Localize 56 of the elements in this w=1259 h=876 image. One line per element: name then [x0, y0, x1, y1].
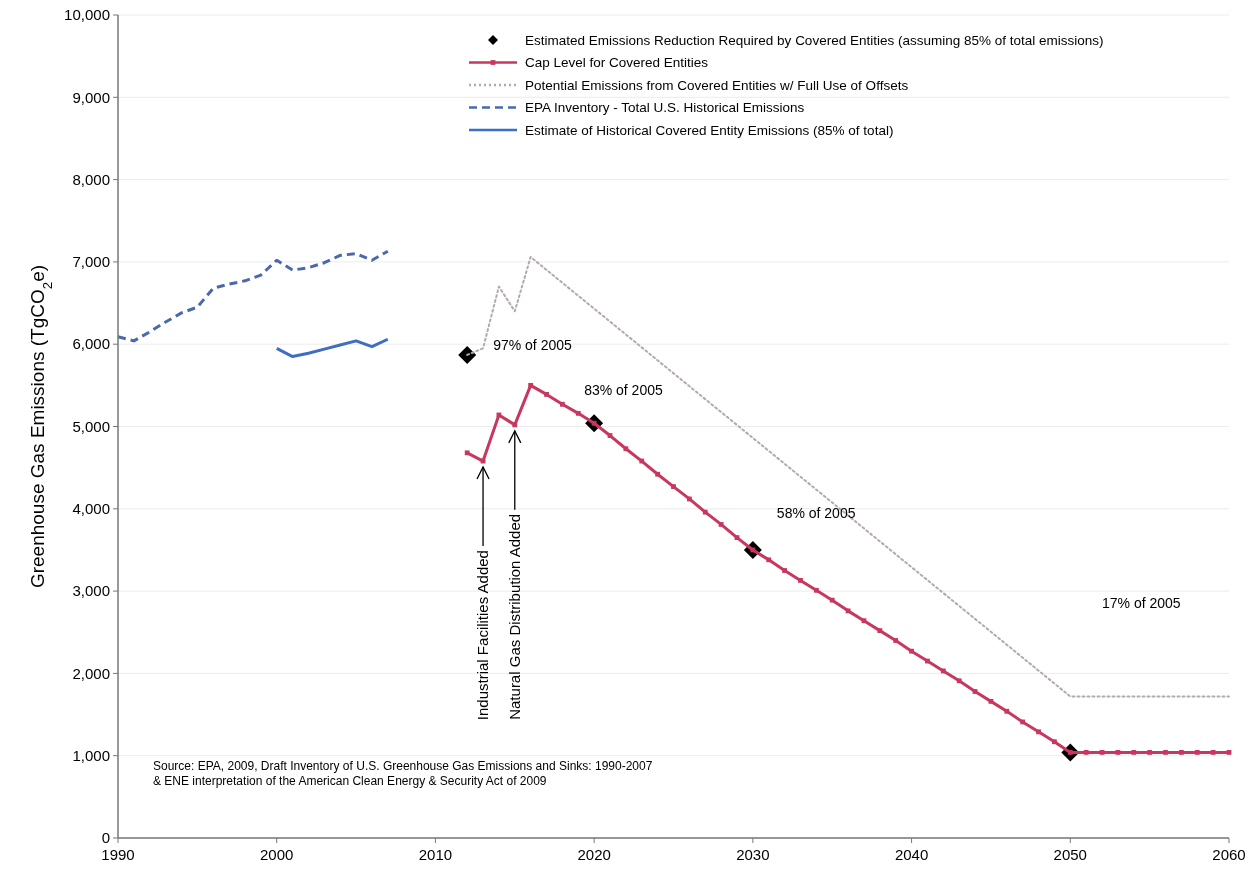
annotation: 17% of 2005 — [1102, 594, 1181, 611]
y-tick-label: 4,000 — [72, 500, 110, 518]
point — [893, 638, 899, 643]
x-tick-label: 1990 — [101, 846, 135, 863]
y-tick-label: 8,000 — [72, 170, 110, 188]
point — [782, 568, 787, 573]
point — [1052, 739, 1057, 745]
y-tick-label: 5,000 — [72, 417, 110, 435]
y-tick-label: 9,000 — [72, 88, 110, 106]
point — [623, 446, 629, 452]
y-tick-label: 10,000 — [64, 6, 110, 24]
point — [512, 422, 518, 428]
x-tick-label: 2020 — [577, 846, 611, 863]
annotation: Natural Gas Distribution Added — [505, 513, 523, 720]
point — [464, 450, 470, 456]
legend-label: Estimate of Historical Covered Entity Emissions (85% of total) — [525, 122, 894, 138]
annotation: 83% of 2005 — [584, 382, 663, 399]
point — [1036, 729, 1041, 735]
point — [829, 597, 835, 603]
point — [560, 401, 565, 407]
point — [528, 382, 534, 388]
annotation: 97% of 2005 — [493, 336, 573, 353]
x-tick-label: 2040 — [894, 846, 929, 863]
line-series — [275, 337, 390, 359]
x-tick-label: 2060 — [1212, 846, 1246, 863]
x-tick-label: 2030 — [736, 846, 770, 863]
y-tick-label: 0 — [101, 829, 110, 847]
legend-label: Cap Level for Covered Entities — [525, 55, 709, 71]
point — [798, 578, 803, 583]
legend-label: EPA Inventory - Total U.S. Historical Emissions — [525, 100, 805, 116]
x-tick-label: 2010 — [418, 846, 453, 863]
point — [655, 471, 661, 477]
y-tick-label: 1,000 — [72, 746, 110, 764]
point — [956, 678, 962, 684]
x-tick-label: 2000 — [260, 846, 294, 863]
point — [575, 410, 581, 416]
legend-label: Estimated Emissions Reduction Required by Covered Entities (assuming 85% of total emissions) — [525, 32, 1104, 48]
line-series — [116, 249, 390, 343]
point — [544, 392, 549, 397]
point — [671, 484, 676, 489]
annotation: Source: EPA, 2009, Draft Inventory of U.S. Greenhouse Gas Emissions and Sinks: 1990-2007 & ENE interpretation of the American Clean Energy & Security Act of 2009 — [153, 759, 653, 788]
point — [877, 628, 883, 633]
y-tick-label: 3,000 — [72, 582, 110, 600]
legend-label: Potential Emissions from Covered Entities w/ Full Use of Offsets — [525, 77, 909, 93]
annotation: Industrial Facilities Added — [474, 550, 492, 721]
x-tick-label: 2050 — [1053, 846, 1087, 863]
annotation: 58% of 2005 — [776, 504, 856, 521]
point — [909, 648, 914, 654]
point — [1004, 708, 1010, 714]
y-tick-label: 7,000 — [72, 253, 110, 271]
point — [813, 587, 819, 593]
point — [458, 345, 477, 364]
y-tick-label: 2,000 — [72, 664, 110, 682]
point — [766, 557, 772, 563]
y-tick-label: 6,000 — [72, 335, 110, 353]
point — [718, 522, 724, 527]
